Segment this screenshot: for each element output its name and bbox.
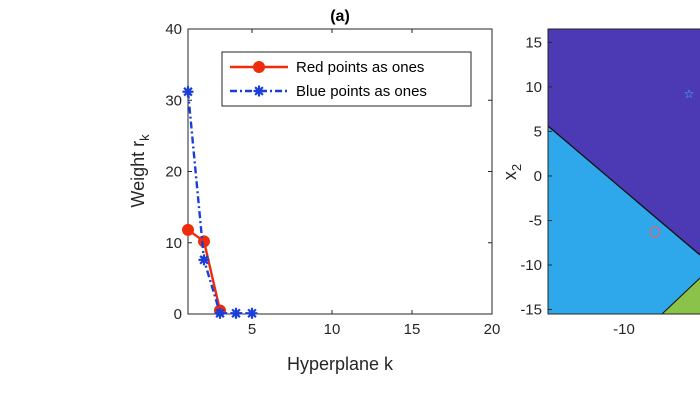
y-axis-label-b: x2 <box>500 164 524 180</box>
y-tick-label-b: -15 <box>520 302 542 319</box>
y-axis-label-b-subscript: 2 <box>509 164 524 171</box>
y-axis-label: Weight rk <box>128 134 152 208</box>
series-blue <box>182 86 258 319</box>
y-axis-label-subscript: k <box>137 134 152 141</box>
chart-a: (a) 0 10 20 30 40 5 10 15 20 Hyperplane k Weigh… <box>128 8 500 374</box>
legend-label: Red points as ones <box>296 59 424 76</box>
chart-b: ☆ 15 10 5 0 -5 -10 -15 -10 x2 <box>500 28 700 338</box>
x-tick-label-b: -10 <box>613 321 635 338</box>
x-tick-label: 10 <box>324 321 341 338</box>
data-point <box>182 86 194 98</box>
data-point <box>198 254 210 266</box>
x-axis-label: Hyperplane k <box>287 354 394 374</box>
legend-item: Red points as ones <box>230 59 424 76</box>
y-tick-label: 30 <box>165 92 182 109</box>
chart-title: (a) <box>330 8 350 25</box>
y-tick-label: 20 <box>165 164 182 181</box>
decision-regions: ☆ <box>547 28 700 315</box>
y-tick-label: 40 <box>165 21 182 38</box>
data-point <box>214 307 226 319</box>
x-tick-label: 5 <box>248 321 256 338</box>
y-tick-labels-b: 15 10 5 0 -5 -10 -15 <box>520 34 542 318</box>
asterisk-stroke <box>183 87 193 97</box>
asterisk-stroke <box>247 308 257 318</box>
legend-label: Blue points as ones <box>296 83 427 100</box>
boundary-line <box>547 125 700 256</box>
x-tick-label: 20 <box>484 321 501 338</box>
x-tick-label: 15 <box>404 321 421 338</box>
y-tick-label-b: -10 <box>520 257 542 274</box>
data-point <box>246 307 258 319</box>
data-point <box>182 223 194 236</box>
axis-ticks <box>188 28 493 315</box>
asterisk-stroke <box>231 308 241 318</box>
x-tick-labels: 5 10 15 20 <box>248 321 501 338</box>
legend-marker <box>253 85 265 97</box>
red-point <box>649 226 661 238</box>
legend-item: Blue points as ones <box>230 83 427 100</box>
region-mid <box>548 126 700 314</box>
y-tick-label-b: 10 <box>525 79 542 96</box>
y-tick-label: 10 <box>165 235 182 252</box>
series-group <box>182 86 258 319</box>
asterisk-stroke <box>199 255 209 265</box>
plot-area-b <box>547 28 700 315</box>
boundary-line <box>661 277 700 315</box>
y-tick-labels: 0 10 20 30 40 <box>165 21 182 323</box>
data-point <box>198 235 210 248</box>
data-point <box>230 307 242 319</box>
y-tick-label: 0 <box>174 306 182 323</box>
legend-marker <box>253 61 265 73</box>
legend: Red points as ones Blue points as ones <box>221 51 472 107</box>
y-tick-label-b: 15 <box>525 34 542 51</box>
y-tick-label-b: 5 <box>534 123 542 140</box>
asterisk-stroke <box>254 86 264 96</box>
legend-box <box>221 51 472 107</box>
x-tick-labels-b: -10 <box>613 321 635 338</box>
asterisk-stroke <box>215 308 225 318</box>
y-tick-label-b: 0 <box>534 168 542 185</box>
y-tick-label-b: -5 <box>529 212 542 229</box>
blue-point: ☆ <box>684 87 695 101</box>
